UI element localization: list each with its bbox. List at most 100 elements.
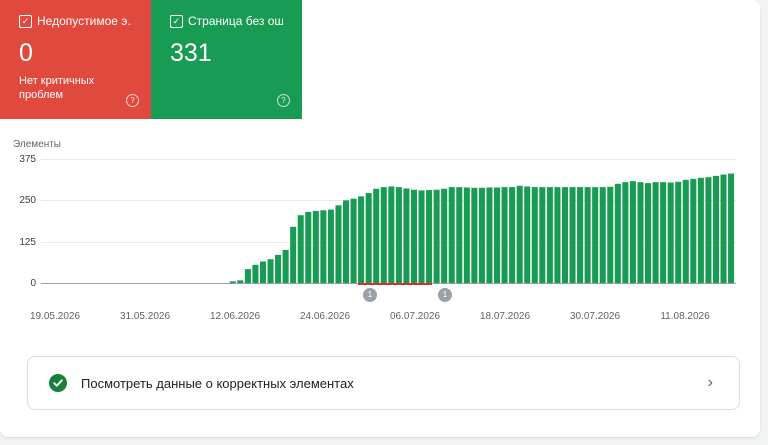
chart-bar[interactable] — [327, 209, 334, 283]
gridline — [41, 242, 736, 243]
chart-bar[interactable] — [305, 211, 312, 283]
chart-bar[interactable] — [282, 249, 289, 283]
chart-bar[interactable] — [629, 181, 636, 283]
x-tick: 19.05.2026 — [29, 311, 81, 322]
chart-bar[interactable] — [712, 175, 719, 283]
chart-bar[interactable] — [365, 193, 372, 283]
chart-bar[interactable] — [720, 174, 727, 283]
chart-bar[interactable] — [358, 196, 365, 283]
invalid-subtitle: Нет критичных проблем — [19, 74, 132, 102]
chart-bar[interactable] — [637, 182, 644, 283]
annotation-marker[interactable]: 1 — [438, 288, 452, 302]
chart-bar[interactable] — [509, 187, 516, 283]
chart-bar[interactable] — [410, 189, 417, 283]
gridline — [41, 200, 736, 201]
chart-bar[interactable] — [350, 198, 357, 283]
x-tick: 31.05.2026 — [119, 311, 171, 322]
chart-bar[interactable] — [546, 187, 553, 283]
chart-bar[interactable] — [592, 187, 599, 283]
chart-bar[interactable] — [403, 188, 410, 283]
chart-bar[interactable] — [441, 188, 448, 283]
invalid-count: 0 — [19, 39, 33, 67]
valid-items-tile[interactable]: ✓ Страница без ош... 331 ? — [151, 0, 302, 119]
chart-bar[interactable] — [697, 177, 704, 283]
chart-bar[interactable] — [275, 254, 282, 283]
valid-tile-header: ✓ Страница без ош... — [170, 14, 283, 28]
chart-bar[interactable] — [667, 182, 674, 283]
chart-bar[interactable] — [554, 187, 561, 283]
chart-bar[interactable] — [335, 205, 342, 283]
invalid-subtitle-line-2: проблем — [19, 89, 64, 101]
chart-bar[interactable] — [584, 187, 591, 283]
chart-bar[interactable] — [486, 187, 493, 283]
chart-bar[interactable] — [448, 187, 455, 283]
chart-bar[interactable] — [675, 181, 682, 283]
invalid-tile-header: ✓ Недопустимое э... — [19, 14, 132, 28]
invalid-subtitle-line-1: Нет критичных — [19, 75, 95, 87]
valid-count: 331 — [170, 39, 212, 67]
y-tick: 375 — [19, 154, 36, 165]
chart-bar[interactable] — [433, 189, 440, 283]
gridline — [41, 159, 736, 160]
y-tick: 125 — [19, 237, 36, 248]
chart-bar[interactable] — [645, 183, 652, 283]
chart-bar[interactable] — [531, 187, 538, 283]
report-card: ✓ Недопустимое э... 0 Нет критичных проб… — [0, 0, 760, 437]
chart-bar[interactable] — [705, 177, 712, 283]
chart-bar[interactable] — [312, 210, 319, 283]
chart-bar[interactable] — [418, 190, 425, 283]
chart-bar[interactable] — [614, 183, 621, 283]
chart-bar[interactable] — [607, 186, 614, 283]
chart-bar[interactable] — [682, 179, 689, 283]
chart-bar[interactable] — [380, 187, 387, 283]
help-icon[interactable]: ? — [126, 94, 139, 107]
valid-tile-label: Страница без ош... — [188, 14, 283, 28]
help-icon[interactable]: ? — [277, 94, 290, 107]
chart-bar[interactable] — [244, 269, 251, 283]
y-axis-title: Элементы — [13, 139, 61, 150]
chart-bar[interactable] — [494, 187, 501, 283]
x-tick: 06.07.2026 — [389, 311, 441, 322]
check-circle-icon — [49, 374, 67, 392]
x-tick: 12.06.2026 — [209, 311, 261, 322]
chart-bar[interactable] — [373, 188, 380, 283]
chart-bar[interactable] — [463, 187, 470, 283]
chart-bar[interactable] — [622, 182, 629, 283]
invalid-items-tile[interactable]: ✓ Недопустимое э... 0 Нет критичных проб… — [0, 0, 151, 119]
x-tick: 11.08.2026 — [660, 311, 710, 322]
x-tick: 24.06.2026 — [299, 311, 351, 322]
chart-bar[interactable] — [652, 182, 659, 283]
chart-bar[interactable] — [478, 187, 485, 283]
chart-bar[interactable] — [561, 187, 568, 283]
chart-bar[interactable] — [690, 178, 697, 283]
x-tick: 18.07.2026 — [479, 311, 531, 322]
chart-bar[interactable] — [456, 187, 463, 283]
chart-bar[interactable] — [539, 187, 546, 283]
x-tick: 30.07.2026 — [569, 311, 621, 322]
chart-bar[interactable] — [252, 264, 259, 283]
y-tick: 250 — [19, 195, 36, 206]
chart-bar[interactable] — [297, 215, 304, 283]
chevron-right-icon: › — [707, 374, 713, 391]
chart-bar[interactable] — [267, 259, 274, 283]
invalid-tile-label: Недопустимое э... — [37, 14, 132, 28]
view-valid-items-label: Посмотреть данные о корректных элементах — [81, 375, 354, 391]
chart-bar[interactable] — [320, 210, 327, 283]
chart-bar[interactable] — [660, 182, 667, 283]
checkbox-check-icon[interactable]: ✓ — [19, 14, 32, 28]
chart-bar[interactable] — [395, 187, 402, 283]
chart-bar[interactable] — [728, 173, 735, 283]
y-tick: 0 — [30, 278, 36, 289]
chart-bar[interactable] — [426, 190, 433, 283]
chart-bar[interactable] — [290, 226, 297, 283]
annotation-marker[interactable]: 1 — [363, 288, 377, 302]
chart-bar[interactable] — [259, 261, 266, 283]
invalid-series-line — [358, 283, 432, 285]
chart-bar[interactable] — [599, 187, 606, 283]
chart-bar[interactable] — [577, 187, 584, 283]
chart-bar[interactable] — [569, 187, 576, 283]
view-valid-items-link[interactable]: Посмотреть данные о корректных элементах… — [27, 356, 740, 410]
checkbox-check-icon[interactable]: ✓ — [170, 14, 183, 28]
chart-bar[interactable] — [471, 187, 478, 283]
chart-bar[interactable] — [501, 187, 508, 283]
